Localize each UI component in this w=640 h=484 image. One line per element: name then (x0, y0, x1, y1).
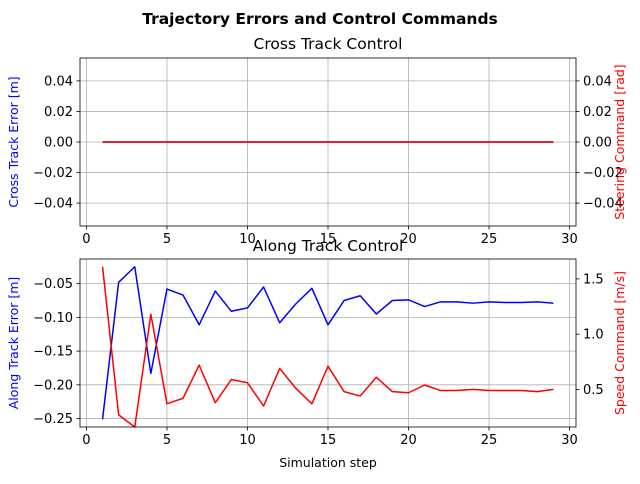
y-axis-label-left: Cross Track Error [m] (6, 76, 21, 207)
y-axis-label-right: Speed Command [m/s] (612, 271, 627, 415)
subplot-title: Along Track Control (253, 237, 404, 255)
subplot-title: Cross Track Control (254, 35, 403, 53)
y-tick-label-right: 1.5 (583, 272, 604, 287)
x-tick-label: 15 (320, 433, 337, 448)
y-tick-label-left: 0.04 (44, 74, 73, 89)
series-line-left (101, 266, 554, 420)
x-tick-label: 5 (163, 232, 171, 247)
y-tick-label-right: 0.02 (583, 105, 612, 120)
y-axis-label-right: Steering Command [rad] (612, 64, 627, 219)
y-tick-label-left: −0.20 (33, 378, 73, 393)
y-tick-label-left: −0.05 (33, 277, 73, 292)
y-tick-label-right: 0.00 (583, 136, 612, 151)
y-tick-label-right: 0.5 (583, 383, 604, 398)
y-tick-label-left: −0.04 (33, 197, 73, 212)
x-tick-label: 0 (82, 232, 90, 247)
series-line-right (101, 266, 554, 428)
y-tick-label-left: 0.02 (44, 105, 73, 120)
x-tick-label: 0 (82, 433, 90, 448)
x-axis-label: Simulation step (279, 455, 377, 470)
y-tick-label-right: 0.04 (583, 74, 612, 89)
y-tick-label-right: −0.02 (583, 166, 623, 181)
y-tick-label-left: −0.25 (33, 412, 73, 427)
x-tick-label: 15 (320, 232, 337, 247)
x-tick-label: 5 (163, 433, 171, 448)
subplot-1: 0 5 10 15 20 25 30 −0.04 −0.02 0.00 0.02 0.04 −0.04 −… (6, 35, 627, 247)
y-tick-label-left: −0.10 (33, 311, 73, 326)
subplot-2: 0 5 10 15 20 25 30 −0.25 −0.20 −0.15 −0.10 −0.05 0.5… (6, 237, 627, 470)
x-tick-label: 25 (481, 232, 498, 247)
y-tick-label-left: 0.00 (44, 136, 73, 151)
x-tick-label: 30 (561, 433, 578, 448)
y-tick-label-right: 1.0 (583, 328, 604, 343)
x-tick-label: 30 (561, 232, 578, 247)
y-tick-label-left: −0.02 (33, 166, 73, 181)
y-tick-label-left: −0.15 (33, 345, 73, 360)
y-axis-label-left: Along Track Error [m] (6, 277, 21, 410)
x-tick-label: 20 (400, 232, 417, 247)
x-tick-label: 25 (481, 433, 498, 448)
y-tick-label-right: −0.04 (583, 197, 623, 212)
x-tick-label: 10 (239, 433, 256, 448)
x-tick-label: 10 (239, 232, 256, 247)
x-tick-label: 20 (400, 433, 417, 448)
figure-title: Trajectory Errors and Control Commands (142, 10, 498, 28)
